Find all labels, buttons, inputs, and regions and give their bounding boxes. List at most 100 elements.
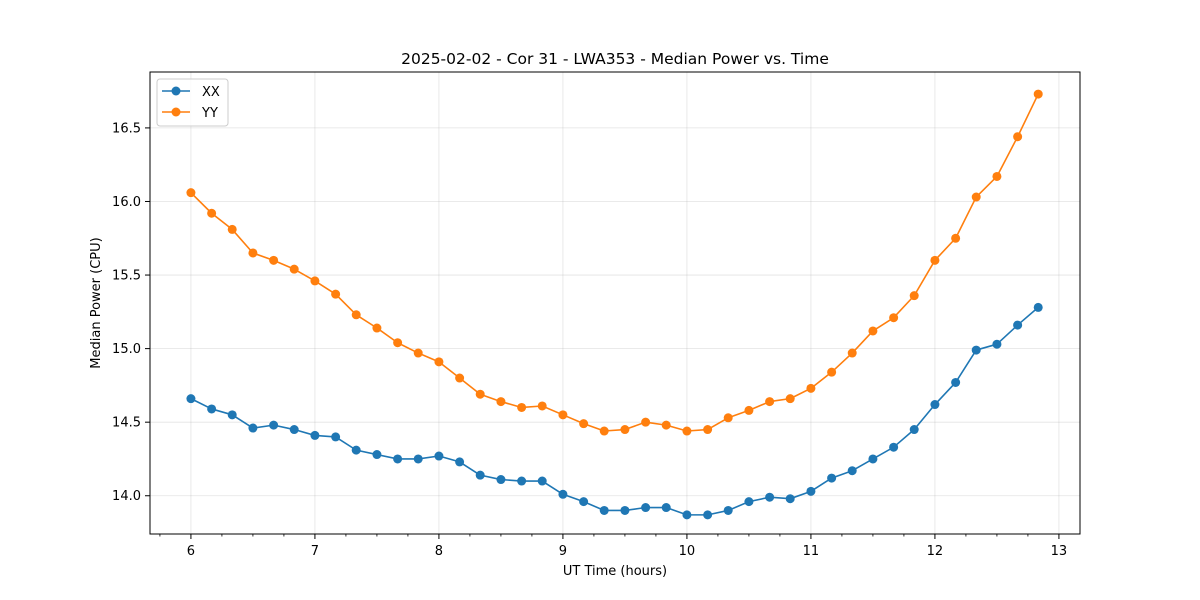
data-point-yy (723, 413, 733, 423)
data-point-xx (992, 339, 1002, 349)
data-point-xx (827, 473, 837, 483)
y-tick-label: 15.0 (112, 342, 141, 357)
data-point-yy (558, 410, 568, 420)
x-tick-label: 11 (803, 544, 820, 559)
legend-label-yy: YY (201, 106, 218, 121)
data-point-yy (248, 248, 258, 258)
y-tick-label: 14.0 (112, 489, 141, 504)
data-point-yy (661, 420, 671, 430)
data-point-yy (227, 224, 237, 234)
data-point-xx (930, 400, 940, 410)
data-point-yy (930, 255, 940, 265)
data-point-xx (847, 466, 857, 476)
data-point-yy (971, 192, 981, 202)
data-point-xx (661, 503, 671, 513)
data-point-xx (889, 442, 899, 452)
data-point-yy (331, 289, 341, 299)
data-point-yy (310, 276, 320, 286)
data-point-xx (951, 377, 961, 387)
data-point-yy (537, 401, 547, 411)
y-tick-label: 15.5 (112, 269, 141, 284)
data-point-xx (372, 450, 382, 460)
data-point-yy (785, 394, 795, 404)
data-point-yy (475, 389, 485, 399)
data-point-xx (269, 420, 279, 430)
data-point-yy (992, 171, 1002, 181)
x-tick-label: 13 (1051, 544, 1068, 559)
x-tick-label: 12 (927, 544, 944, 559)
data-point-xx (496, 475, 506, 485)
y-axis-label: Median Power (CPU) (89, 237, 104, 368)
data-point-yy (909, 291, 919, 301)
data-point-yy (351, 310, 361, 320)
data-point-xx (703, 510, 713, 520)
data-point-yy (579, 419, 589, 429)
data-point-xx (682, 510, 692, 520)
y-tick-label: 14.5 (112, 416, 141, 431)
data-point-yy (889, 313, 899, 323)
data-point-xx (579, 497, 589, 507)
data-point-yy (868, 326, 878, 336)
data-point-xx (620, 505, 630, 515)
data-point-xx (331, 432, 341, 442)
data-point-xx (765, 492, 775, 502)
data-point-xx (1033, 302, 1043, 312)
data-point-yy (765, 397, 775, 407)
data-point-yy (1013, 132, 1023, 142)
data-point-xx (413, 454, 423, 464)
data-point-xx (310, 430, 320, 440)
data-point-xx (641, 503, 651, 513)
data-point-xx (744, 497, 754, 507)
legend-marker-xx (171, 86, 181, 96)
data-point-xx (971, 345, 981, 355)
x-tick-label: 7 (311, 544, 319, 559)
data-point-xx (351, 445, 361, 455)
data-point-yy (289, 264, 299, 274)
plot-area (150, 72, 1080, 534)
legend: XX YY (156, 78, 229, 127)
x-tick-label: 8 (435, 544, 443, 559)
data-point-xx (289, 425, 299, 435)
data-point-xx (434, 451, 444, 461)
x-axis-label: UT Time (hours) (563, 564, 667, 579)
data-point-xx (537, 476, 547, 486)
data-point-xx (785, 494, 795, 504)
legend-label-xx: XX (202, 85, 220, 100)
data-point-xx (186, 394, 196, 404)
plot-frame (149, 71, 1081, 535)
series-layer (186, 89, 1043, 520)
data-point-yy (620, 425, 630, 435)
legend-marker-yy (171, 107, 181, 117)
data-point-xx (207, 404, 217, 414)
x-tick-label: 6 (187, 544, 195, 559)
data-point-yy (703, 425, 713, 435)
data-point-yy (393, 338, 403, 348)
data-point-xx (868, 454, 878, 464)
data-point-yy (682, 426, 692, 436)
data-point-yy (827, 367, 837, 377)
data-point-yy (951, 233, 961, 243)
data-point-yy (269, 255, 279, 265)
data-point-yy (641, 417, 651, 427)
data-point-xx (517, 476, 527, 486)
data-point-xx (806, 486, 816, 496)
x-tick-label: 9 (559, 544, 567, 559)
data-point-xx (455, 457, 465, 467)
grid (150, 72, 1080, 534)
data-point-yy (744, 405, 754, 415)
x-tick-label: 10 (679, 544, 696, 559)
data-point-xx (558, 489, 568, 499)
data-point-xx (248, 423, 258, 433)
data-point-xx (909, 425, 919, 435)
data-point-xx (723, 505, 733, 515)
data-point-yy (599, 426, 609, 436)
data-point-yy (1033, 89, 1043, 99)
y-tick-label: 16.0 (112, 195, 141, 210)
chart-title: 2025-02-02 - Cor 31 - LWA353 - Median Po… (401, 50, 829, 68)
data-point-yy (806, 383, 816, 393)
data-point-yy (455, 373, 465, 383)
data-point-xx (1013, 320, 1023, 330)
data-point-yy (847, 348, 857, 358)
data-point-yy (434, 357, 444, 367)
